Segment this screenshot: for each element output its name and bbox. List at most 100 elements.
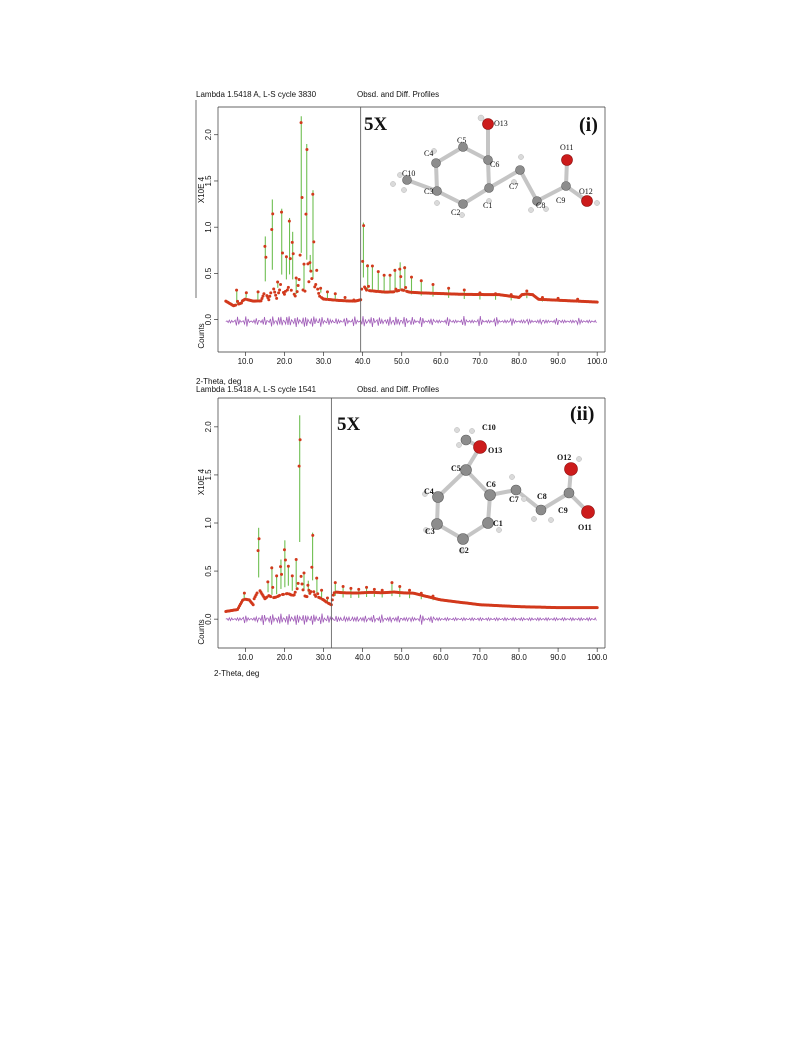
x-tick-label: 10.0 — [238, 653, 254, 662]
panel-i-y-label: Counts — [197, 323, 206, 348]
panel-ii-data-marks — [224, 415, 599, 625]
observed-point — [403, 266, 407, 270]
observed-point — [301, 588, 305, 592]
observed-point — [275, 296, 279, 300]
observed-point — [302, 571, 306, 575]
atom-label-c8: C8 — [537, 492, 547, 501]
observed-point — [298, 253, 302, 257]
atom-label-c5: C5 — [451, 464, 461, 473]
observed-point — [366, 264, 370, 268]
observed-point — [294, 276, 298, 280]
observed-point — [299, 574, 303, 578]
observed-point — [310, 277, 314, 281]
observed-point — [271, 212, 275, 216]
observed-point — [306, 583, 310, 587]
observed-point — [262, 292, 266, 296]
x-tick-label: 30.0 — [316, 653, 332, 662]
observed-point — [317, 291, 321, 295]
atom-label-c3: C3 — [424, 187, 433, 196]
observed-point — [272, 287, 276, 291]
observed-point — [269, 291, 273, 295]
observed-point — [299, 121, 303, 125]
observed-point — [279, 565, 283, 569]
panel-i-header-left: Lambda 1.5418 A, L-S cycle 3830 — [196, 90, 317, 99]
panel-i-y-scale-label: X10E 4 — [197, 176, 206, 203]
observed-point — [357, 587, 361, 591]
x-tick-label: 40.0 — [355, 357, 371, 366]
observed-point — [297, 277, 301, 281]
atom-label-c4: C4 — [424, 149, 433, 158]
observed-point — [281, 251, 284, 255]
observed-point — [283, 558, 287, 562]
observed-point — [370, 264, 374, 268]
x-tick-label: 20.0 — [277, 357, 293, 366]
panel-i-plot-area — [217, 106, 606, 353]
observed-point — [261, 294, 265, 298]
observed-point — [308, 261, 312, 265]
x-tick-label: 90.0 — [550, 653, 566, 662]
x-tick-label: 80.0 — [511, 653, 527, 662]
observed-point — [305, 595, 309, 599]
observed-point — [333, 581, 337, 585]
observed-point — [325, 596, 329, 600]
observed-point — [300, 196, 304, 200]
observed-point — [398, 267, 402, 271]
observed-point — [280, 572, 284, 576]
x-tick-label: 30.0 — [316, 357, 332, 366]
observed-point — [236, 299, 240, 303]
observed-point — [314, 594, 318, 598]
observed-point — [282, 548, 286, 552]
y-tick-label: 2.0 — [204, 421, 213, 433]
observed-point — [365, 585, 369, 589]
observed-point — [274, 293, 278, 297]
observed-point — [293, 294, 297, 298]
panel-i-atom-labels: O13 C5 C4 C6 C10 C3 C2 C1 C7 C8 C9 O11 O… — [402, 119, 593, 217]
observed-point — [331, 593, 335, 597]
observed-point — [361, 259, 365, 263]
atom-label-c5: C5 — [457, 136, 466, 145]
x-tick-label: 70.0 — [472, 653, 488, 662]
observed-point — [595, 300, 599, 304]
atom-label-c7: C7 — [509, 495, 519, 504]
observed-point — [431, 283, 435, 287]
observed-point — [266, 580, 270, 584]
x-tick-label: 100.0 — [587, 653, 608, 662]
observed-point — [264, 255, 268, 259]
x-tick-label: 70.0 — [472, 357, 488, 366]
observed-point — [267, 298, 271, 302]
observed-point — [288, 257, 292, 261]
observed-point — [295, 587, 299, 591]
x-tick-label: 40.0 — [355, 653, 371, 662]
observed-point — [525, 289, 529, 293]
observed-point — [287, 219, 291, 223]
observed-point — [309, 269, 313, 273]
observed-point — [278, 593, 282, 597]
observed-point — [307, 280, 311, 284]
panel-ii-molecule — [422, 427, 595, 554]
observed-point — [410, 275, 413, 279]
observed-point — [298, 438, 302, 442]
observed-point — [290, 240, 294, 244]
atom-label-o11: O11 — [578, 523, 592, 532]
observed-point — [315, 576, 319, 580]
observed-point — [313, 285, 317, 289]
panel-i-data-marks — [224, 116, 599, 327]
panel-i-header-center: Obsd. and Diff. Profiles — [357, 90, 439, 99]
observed-point — [392, 290, 396, 294]
observed-point — [408, 588, 412, 592]
atom-label-c3: C3 — [425, 527, 435, 536]
y-tick-label: 0.5 — [204, 267, 213, 279]
panel-ii-header-center: Obsd. and Diff. Profiles — [357, 385, 439, 394]
observed-point — [277, 291, 281, 295]
observed-point — [276, 280, 280, 284]
observed-point — [271, 585, 275, 589]
observed-point — [263, 244, 267, 248]
panel-ii-y-scale-label: X10E 4 — [197, 468, 206, 495]
observed-point — [302, 262, 306, 266]
panel-i-ticks: 10.0 20.0 30.0 40.0 50.0 60.0 70.0 80.0 90.0 100.… — [204, 129, 608, 366]
observed-point — [314, 283, 318, 287]
atom-label-c7: C7 — [509, 182, 518, 191]
atom-label-c2: C2 — [451, 208, 460, 217]
atom-label-c10: C10 — [482, 423, 496, 432]
panel-i-zoom-label: 5X — [364, 114, 388, 135]
